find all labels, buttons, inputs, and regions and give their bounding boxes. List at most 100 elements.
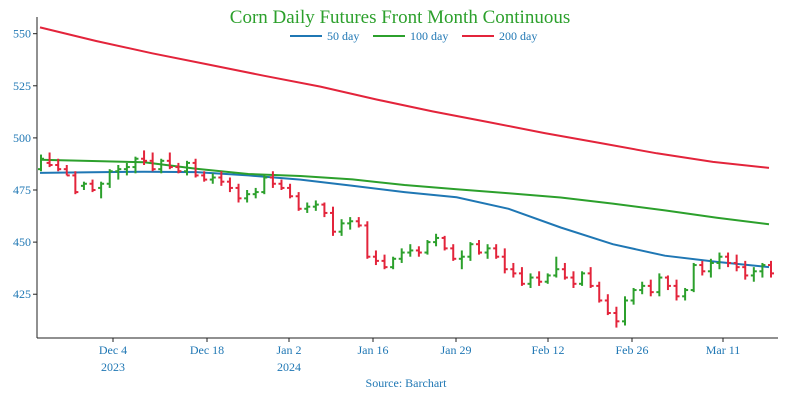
legend: 50 day 100 day 200 day (290, 29, 537, 43)
legend-label-200-day: 200 day (499, 29, 537, 43)
ma-line-200-day (39, 26, 770, 169)
moving-average-lines (39, 26, 770, 269)
x-tick-label: Jan 16 (358, 343, 389, 357)
ohlc-bar-up (467, 242, 474, 261)
ohlc-bar-down (673, 279, 680, 301)
ohlc-bar-down (536, 271, 543, 286)
ohlc-bar-down (192, 158, 199, 178)
ohlc-bar-up (544, 273, 551, 284)
ohlc-bar-down (166, 152, 173, 170)
ohlc-bar-up (656, 273, 663, 297)
ohlc-bar-down (372, 250, 379, 266)
legend-label-100-day: 100 day (410, 29, 448, 43)
ohlc-bar-up (424, 240, 431, 255)
ohlc-bar-up (407, 244, 414, 257)
ohlc-bar-up (390, 256, 397, 270)
ohlc-bar-up (347, 217, 354, 230)
ohlc-bar-down (287, 183, 294, 199)
ohlc-bar-up (106, 169, 113, 188)
ohlc-bar-down (295, 192, 302, 211)
ohlc-bar-up (716, 252, 723, 270)
x-tick-label: Jan 29 (441, 343, 472, 357)
y-tick-label: 500 (13, 131, 31, 145)
ohlc-bar-down (476, 240, 482, 255)
x-axis: Dec 4 2023 Dec 18 Jan 2 2024 Jan 16 Jan 29 Feb … (37, 337, 778, 374)
ohlc-bar-up (115, 164, 122, 180)
ohlc-bar-up (682, 287, 689, 301)
ohlc-bar-up (527, 273, 534, 288)
ohlc-bar-down (604, 294, 611, 316)
ohlc-bars (38, 150, 774, 328)
ohlc-bar-up (630, 287, 637, 305)
ohlc-bar-up (639, 281, 646, 295)
ohlc-bar-up (458, 250, 465, 270)
ohlc-bar-down (149, 152, 156, 172)
y-axis: 550 525 500 475 450 425 (13, 17, 38, 338)
ohlc-bar-down (441, 235, 448, 251)
ohlc-bar-up (398, 248, 405, 263)
ohlc-bar-down (510, 262, 517, 278)
ohlc-bar-up (98, 181, 105, 199)
chart-title: Corn Daily Futures Front Month Continuou… (230, 7, 570, 28)
ohlc-bar-up (80, 181, 87, 191)
ohlc-bar-down (725, 252, 732, 268)
ohlc-bar-up (750, 267, 757, 282)
ohlc-bar-up (579, 271, 586, 286)
ohlc-bar-down (72, 171, 79, 195)
ohlc-bar-down (493, 244, 500, 259)
ohlc-bar-down (450, 244, 457, 261)
ohlc-bar-up (158, 158, 165, 174)
ohlc-bar-up (433, 233, 440, 247)
ohlc-bar-down (596, 281, 603, 303)
ohlc-bar-down (55, 158, 62, 172)
ohlc-bar-up (304, 202, 311, 213)
ohlc-bar-down (226, 177, 233, 193)
ohlc-bar-down (321, 202, 328, 218)
ohlc-bar-down (733, 254, 740, 272)
ohlc-bar-down (269, 171, 276, 188)
x-tick-label: Mar 11 (706, 343, 741, 357)
ohlc-bar-down (699, 260, 706, 276)
y-tick-label: 475 (13, 183, 31, 197)
ohlc-bar-up (184, 160, 190, 176)
ohlc-bar-up (244, 190, 251, 203)
ohlc-bar-up (690, 262, 697, 293)
ohlc-bar-up (261, 175, 268, 195)
ohlc-bar-up (209, 173, 216, 184)
ohlc-bar-down (364, 221, 371, 259)
ohlc-bar-down (201, 171, 208, 182)
ohlc-bar-up (252, 187, 259, 199)
ohlc-bar-down (415, 246, 422, 257)
x-tick-year-label: 2024 (277, 360, 301, 374)
ohlc-bar-up (759, 262, 766, 278)
x-tick-label: Dec 18 (190, 343, 224, 357)
ohlc-bar-down (330, 206, 336, 236)
ohlc-bar-up (312, 200, 319, 211)
ohlc-bar-down (570, 271, 577, 288)
legend-label-50-day: 50 day (327, 29, 359, 43)
ohlc-bar-down (768, 260, 774, 278)
ohlc-bar-up (484, 244, 491, 259)
ohlc-bar-up (553, 256, 560, 278)
ohlc-bar-down (742, 260, 749, 280)
ohlc-bar-down (141, 150, 148, 165)
ohlc-bar-down (647, 279, 654, 297)
ohlc-bar-down (235, 183, 242, 203)
ohlc-bar-down (63, 164, 70, 177)
ohlc-bar-down (89, 179, 96, 193)
ohlc-bar-down (381, 254, 388, 270)
ohlc-bar-down (175, 162, 182, 174)
x-tick-label: Dec 4 (99, 343, 127, 357)
y-tick-label: 550 (13, 27, 31, 41)
ohlc-bar-down (518, 267, 525, 286)
ohlc-bar-down (218, 171, 225, 186)
y-tick-label: 425 (13, 287, 31, 301)
x-tick-year-label: 2023 (101, 360, 125, 374)
ohlc-bar-down (613, 306, 620, 328)
ohlc-bar-down (501, 248, 508, 274)
ohlc-bar-up (338, 219, 345, 236)
ohlc-bar-down (664, 275, 671, 291)
x-tick-label: Feb 26 (616, 343, 649, 357)
x-tick-label: Jan 2 (277, 343, 302, 357)
